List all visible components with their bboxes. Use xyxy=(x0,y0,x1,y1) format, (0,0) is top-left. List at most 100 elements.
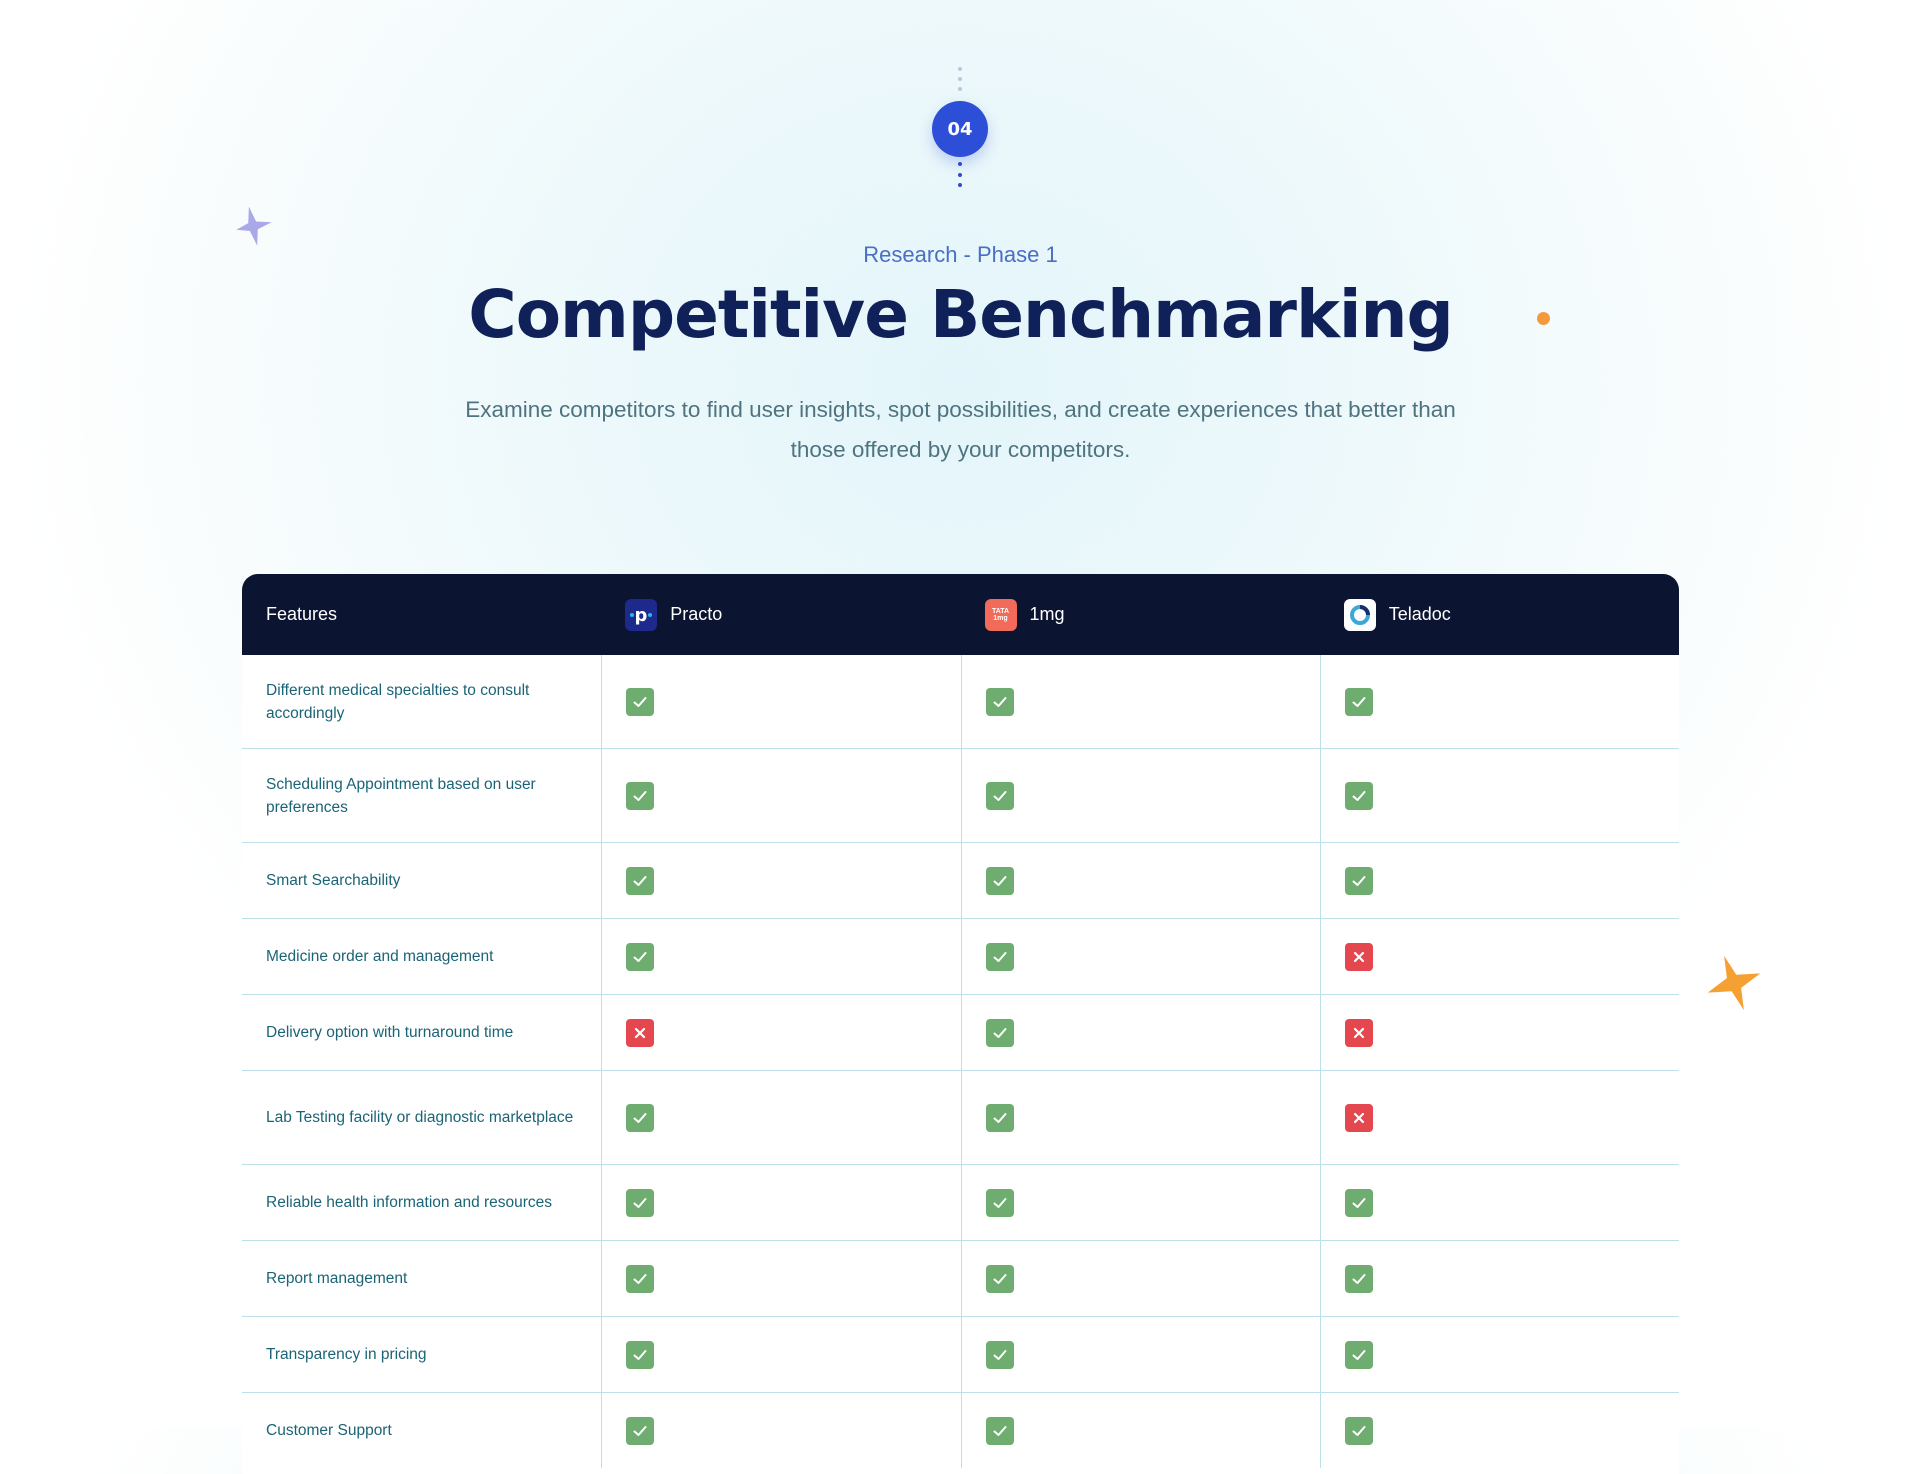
check-icon xyxy=(1344,1188,1373,1217)
cell-practo xyxy=(601,1393,960,1468)
connector-dot xyxy=(958,173,962,177)
check-icon xyxy=(985,1416,1014,1445)
check-icon xyxy=(626,866,655,895)
table-row: Scheduling Appointment based on user pre… xyxy=(242,748,1679,842)
step-indicator: 04 xyxy=(932,64,988,194)
check-icon xyxy=(985,1264,1014,1293)
cell-teladoc xyxy=(1319,749,1679,842)
cell-teladoc xyxy=(1319,1317,1679,1392)
column-header-label: 1mg xyxy=(1029,604,1065,624)
cell-1mg xyxy=(960,749,1320,842)
check-icon xyxy=(626,1416,655,1445)
table-row: Reliable health information and resource… xyxy=(242,1164,1679,1240)
table-row: Different medical specialties to consult… xyxy=(242,655,1679,748)
cell-1mg xyxy=(960,1317,1320,1392)
cell-practo xyxy=(601,1241,960,1316)
check-icon xyxy=(626,781,655,810)
check-icon xyxy=(626,1188,655,1217)
cell-1mg xyxy=(960,1071,1320,1164)
feature-cell: Reliable health information and resource… xyxy=(266,1194,553,1211)
cell-1mg xyxy=(960,655,1320,748)
check-icon xyxy=(985,1188,1014,1217)
sparkle-icon xyxy=(1707,955,1761,1011)
feature-cell: Medicine order and management xyxy=(266,948,494,965)
connector-dot xyxy=(958,67,962,71)
feature-cell: Delivery option with turnaround time xyxy=(266,1024,514,1041)
check-icon xyxy=(626,1103,655,1132)
cell-teladoc xyxy=(1319,995,1679,1070)
sparkle-icon xyxy=(236,206,272,246)
check-icon xyxy=(985,1340,1014,1369)
tata-1mg-logo-icon: TATA 1mg xyxy=(984,598,1017,631)
table-row: Report management xyxy=(242,1240,1679,1316)
cross-icon xyxy=(1344,942,1373,971)
cell-1mg xyxy=(960,1393,1320,1468)
cell-teladoc xyxy=(1319,919,1679,994)
table-row: Customer Support xyxy=(242,1392,1679,1468)
check-icon xyxy=(626,942,655,971)
cell-1mg xyxy=(960,919,1320,994)
check-icon xyxy=(1344,1340,1373,1369)
teladoc-logo-icon xyxy=(1343,598,1376,631)
feature-cell: Transparency in pricing xyxy=(266,1346,427,1363)
check-icon xyxy=(1344,1264,1373,1293)
column-header-label: Practo xyxy=(670,604,723,624)
table-row: Lab Testing facility or diagnostic marke… xyxy=(242,1070,1679,1164)
cell-practo xyxy=(601,995,960,1070)
column-header-1mg: TATA 1mg 1mg xyxy=(961,598,1320,631)
cell-teladoc xyxy=(1319,843,1679,918)
cell-teladoc xyxy=(1319,1393,1679,1468)
connector-dot xyxy=(958,162,962,166)
check-icon xyxy=(985,687,1014,716)
table-row: Medicine order and management xyxy=(242,918,1679,994)
check-icon xyxy=(1344,1416,1373,1445)
cell-teladoc xyxy=(1319,1165,1679,1240)
feature-cell: Customer Support xyxy=(266,1422,392,1439)
table-header: Features p Practo TATA 1mg 1mg xyxy=(242,574,1679,655)
cross-icon xyxy=(1344,1018,1373,1047)
feature-cell: Report management xyxy=(266,1270,408,1287)
section-eyebrow: Research - Phase 1 xyxy=(863,242,1058,267)
feature-cell: Lab Testing facility or diagnostic marke… xyxy=(266,1109,574,1126)
decorative-dot xyxy=(1537,312,1550,325)
cell-1mg xyxy=(960,1241,1320,1316)
check-icon xyxy=(1344,866,1373,895)
page-subtitle: Examine competitors to find user insight… xyxy=(465,397,1456,462)
check-icon xyxy=(985,866,1014,895)
cell-practo xyxy=(601,919,960,994)
cell-1mg xyxy=(960,843,1320,918)
column-header-label: Teladoc xyxy=(1388,604,1451,624)
check-icon xyxy=(626,1264,655,1293)
cell-practo xyxy=(601,843,960,918)
cell-1mg xyxy=(960,1165,1320,1240)
cell-practo xyxy=(601,1071,960,1164)
check-icon xyxy=(985,781,1014,810)
connector-dot xyxy=(958,77,962,81)
check-icon xyxy=(626,687,655,716)
table-row: Transparency in pricing xyxy=(242,1316,1679,1392)
cell-practo xyxy=(601,749,960,842)
cell-teladoc xyxy=(1319,655,1679,748)
cell-teladoc xyxy=(1319,1071,1679,1164)
column-header-practo: p Practo xyxy=(601,598,960,631)
check-icon xyxy=(985,1018,1014,1047)
check-icon xyxy=(985,942,1014,971)
cell-practo xyxy=(601,655,960,748)
connector-dot xyxy=(958,183,962,187)
step-number-badge: 04 xyxy=(932,101,988,157)
column-header-features: Features xyxy=(242,604,601,625)
column-header-teladoc: Teladoc xyxy=(1320,598,1679,631)
comparison-table: Features p Practo TATA 1mg 1mg xyxy=(242,574,1679,1474)
svg-text:p: p xyxy=(635,605,648,626)
check-icon xyxy=(626,1340,655,1369)
practo-logo-icon: p xyxy=(625,598,658,631)
connector-dot xyxy=(958,87,962,91)
column-header-label: Features xyxy=(266,604,338,624)
cell-practo xyxy=(601,1317,960,1392)
feature-cell: Scheduling Appointment based on user pre… xyxy=(266,775,536,816)
cell-1mg xyxy=(960,995,1320,1070)
table-row: Smart Searchability xyxy=(242,842,1679,918)
check-icon xyxy=(1344,781,1373,810)
page-title: Competitive Benchmarking xyxy=(468,276,1453,353)
feature-cell: Different medical specialties to consult… xyxy=(266,681,530,722)
